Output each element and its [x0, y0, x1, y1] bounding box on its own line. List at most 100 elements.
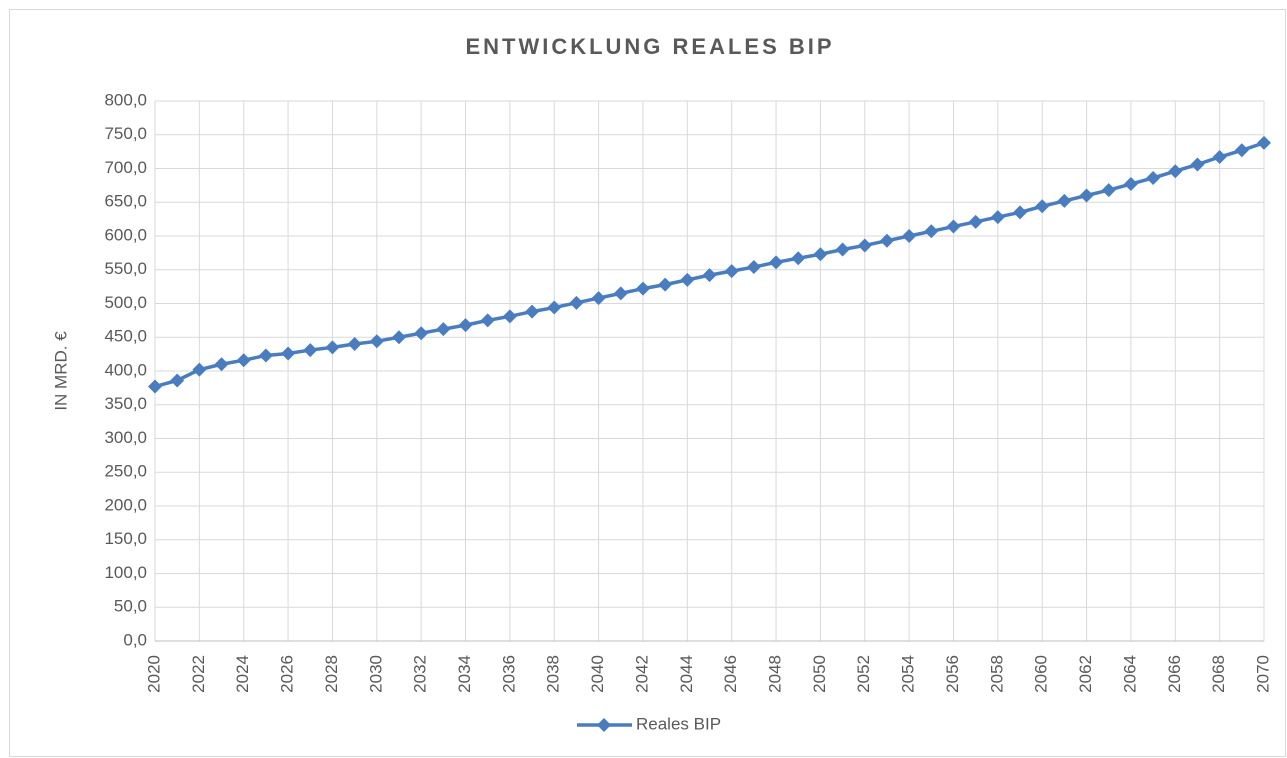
y-tick-label: 750,0	[104, 124, 147, 143]
y-tick-label: 650,0	[104, 192, 147, 211]
x-tick-label: 2040	[588, 655, 607, 693]
series-marker	[236, 353, 251, 368]
y-tick-label: 200,0	[104, 495, 147, 514]
chart-border	[9, 9, 1286, 757]
series-marker	[1257, 135, 1271, 150]
series-marker	[946, 219, 961, 234]
series-marker	[902, 229, 917, 243]
series-marker	[502, 309, 517, 324]
series-marker	[1079, 188, 1094, 203]
series-marker	[1168, 164, 1183, 179]
y-tick-label: 350,0	[104, 394, 147, 413]
y-tick-label: 100,0	[104, 563, 147, 582]
y-tick-label: 0,0	[123, 630, 147, 649]
x-tick-label: 2034	[455, 655, 474, 693]
series-marker	[724, 264, 739, 279]
series-marker	[547, 300, 562, 315]
legend-label: Reales BIP	[636, 714, 721, 733]
series-marker	[1035, 199, 1050, 214]
series-marker	[968, 214, 983, 229]
series-marker	[857, 238, 872, 253]
series-marker	[148, 379, 162, 394]
series-marker	[480, 313, 495, 328]
series-marker	[258, 348, 273, 363]
x-tick-label: 2060	[1032, 655, 1051, 693]
series-marker	[791, 251, 806, 266]
y-tick-label: 800,0	[104, 90, 147, 109]
series-marker	[347, 337, 362, 351]
series-marker	[458, 318, 473, 333]
x-tick-label: 2058	[987, 655, 1006, 693]
series-marker	[1013, 205, 1028, 220]
x-tick-label: 2044	[677, 655, 696, 693]
chart-title: ENTWICKLUNG REALES BIP	[465, 34, 834, 59]
series-marker	[990, 210, 1005, 225]
x-tick-label: 2028	[322, 655, 341, 693]
x-tick-label: 2070	[1253, 655, 1272, 693]
x-tick-label: 2052	[854, 655, 873, 693]
x-tick-label: 2048	[766, 655, 785, 693]
series-marker	[192, 362, 207, 377]
y-tick-label: 500,0	[104, 293, 147, 312]
x-tick-label: 2068	[1209, 655, 1228, 693]
series-marker	[769, 255, 784, 270]
y-tick-label: 150,0	[104, 529, 147, 548]
series-marker	[281, 346, 296, 361]
y-tick-label: 400,0	[104, 360, 147, 379]
series-marker	[746, 260, 761, 275]
series-marker	[1212, 150, 1227, 165]
x-tick-label: 2024	[233, 655, 252, 693]
x-tick-label: 2056	[943, 655, 962, 693]
series-marker	[436, 322, 451, 337]
series-marker	[414, 326, 429, 341]
series-marker	[613, 286, 628, 301]
x-tick-label: 2042	[632, 655, 651, 693]
y-tick-label: 250,0	[104, 462, 147, 481]
y-axis-label: IN MRD. €	[51, 331, 70, 411]
y-tick-label: 600,0	[104, 225, 147, 244]
x-tick-label: 2038	[544, 655, 563, 693]
x-tick-label: 2050	[810, 655, 829, 693]
y-tick-label: 50,0	[114, 597, 147, 616]
series-marker	[525, 304, 540, 319]
y-tick-label: 450,0	[104, 327, 147, 346]
x-tick-label: 2054	[899, 655, 918, 693]
series-marker	[369, 334, 384, 349]
series-marker	[702, 268, 717, 283]
y-tick-label: 550,0	[104, 259, 147, 278]
series-marker	[924, 224, 939, 239]
x-tick-label: 2046	[721, 655, 740, 693]
series-marker	[1057, 193, 1072, 208]
series-marker	[680, 272, 695, 287]
series-marker	[214, 357, 229, 372]
series-marker	[635, 281, 650, 296]
series-marker	[658, 277, 673, 292]
series-marker	[1123, 177, 1138, 192]
y-tick-label: 300,0	[104, 428, 147, 447]
series-marker	[879, 233, 894, 248]
series-marker	[1190, 157, 1205, 172]
x-tick-label: 2062	[1076, 655, 1095, 693]
legend-marker	[597, 718, 611, 732]
series-marker	[591, 291, 606, 306]
series-marker	[1146, 170, 1161, 185]
x-tick-label: 2036	[499, 655, 518, 693]
x-tick-label: 2066	[1165, 655, 1184, 693]
series-marker	[391, 330, 406, 345]
series-marker	[835, 242, 850, 257]
series-marker	[569, 295, 584, 310]
series-marker	[303, 343, 318, 358]
x-tick-label: 2022	[189, 655, 208, 693]
y-tick-label: 700,0	[104, 158, 147, 177]
series-marker	[1101, 183, 1116, 198]
x-tick-label: 2026	[278, 655, 297, 693]
series-marker	[325, 340, 340, 355]
series-marker	[1234, 143, 1249, 158]
x-tick-label: 2032	[411, 655, 430, 693]
x-tick-label: 2064	[1120, 655, 1139, 693]
x-tick-label: 2030	[366, 655, 385, 693]
x-tick-label: 2020	[144, 655, 163, 693]
series-marker	[813, 247, 828, 262]
